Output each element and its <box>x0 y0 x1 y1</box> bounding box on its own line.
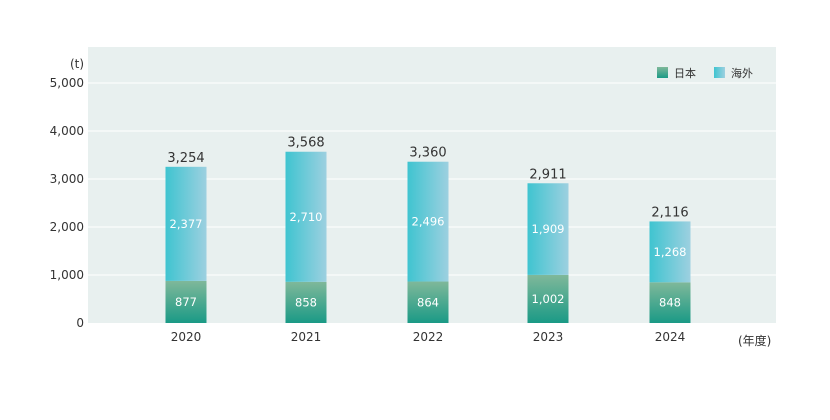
label-total-2020: 3,254 <box>167 151 204 166</box>
bar-japan-2023 <box>527 274 569 323</box>
label-total-2023: 2,911 <box>529 167 566 182</box>
label-total-2024: 2,116 <box>651 205 688 220</box>
legend-swatch-japan <box>657 67 668 78</box>
label-overseas-2022: 2,496 <box>412 215 445 229</box>
bar-overseas-2021 <box>285 151 327 282</box>
bar-overseas-2022 <box>407 161 449 282</box>
y-tick-label: 5,000 <box>50 76 84 90</box>
legend-label-overseas: 海外 <box>731 66 753 80</box>
x-tick-label-2023: 2023 <box>533 330 564 344</box>
bar-japan-2020 <box>165 280 207 323</box>
y-tick-label: 4,000 <box>50 124 84 138</box>
y-tick-label: 1,000 <box>50 268 84 282</box>
x-tick-label-2020: 2020 <box>171 330 202 344</box>
bar-overseas-2024 <box>649 221 691 283</box>
label-overseas-2024: 1,268 <box>654 245 687 259</box>
legend: 日本 海外 <box>657 66 753 80</box>
bar-overseas-2023 <box>527 183 569 275</box>
label-japan-2022: 864 <box>417 295 439 309</box>
bar-japan-2021 <box>285 281 327 323</box>
label-total-2022: 3,360 <box>409 146 446 161</box>
label-japan-2023: 1,002 <box>532 292 565 306</box>
label-japan-2021: 858 <box>295 295 317 309</box>
label-total-2021: 3,568 <box>287 136 324 151</box>
bar-overseas-2020 <box>165 166 207 281</box>
bar-japan-2022 <box>407 281 449 323</box>
legend-swatch-overseas <box>714 67 725 78</box>
x-tick-label-2022: 2022 <box>413 330 444 344</box>
y-tick-label: 2,000 <box>50 220 84 234</box>
x-unit-label: (年度) <box>738 333 771 348</box>
label-japan-2020: 877 <box>175 295 197 309</box>
y-tick-label: 3,000 <box>50 172 84 186</box>
label-overseas-2023: 1,909 <box>532 222 565 236</box>
legend-label-japan: 日本 <box>674 66 696 80</box>
y-tick-label: 0 <box>76 316 84 330</box>
y-unit-label: (t) <box>70 57 84 71</box>
label-japan-2024: 848 <box>659 296 681 310</box>
x-tick-label-2021: 2021 <box>291 330 322 344</box>
x-tick-label-2024: 2024 <box>655 330 686 344</box>
bar-japan-2024 <box>649 282 691 323</box>
label-overseas-2020: 2,377 <box>170 217 203 231</box>
label-overseas-2021: 2,710 <box>290 210 323 224</box>
